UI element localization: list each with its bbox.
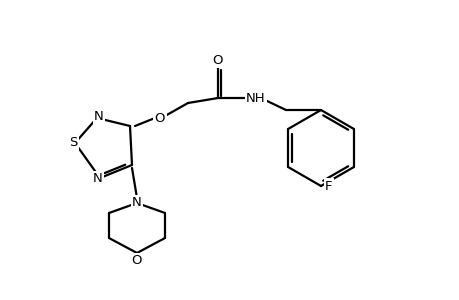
Text: NH: NH — [246, 92, 265, 104]
Text: N: N — [93, 172, 103, 185]
Text: O: O — [154, 112, 165, 124]
Text: N: N — [94, 110, 104, 124]
Text: O: O — [131, 254, 142, 268]
Text: S: S — [69, 136, 77, 149]
Text: O: O — [212, 53, 223, 67]
Text: F: F — [325, 179, 332, 193]
Text: N: N — [132, 196, 141, 209]
